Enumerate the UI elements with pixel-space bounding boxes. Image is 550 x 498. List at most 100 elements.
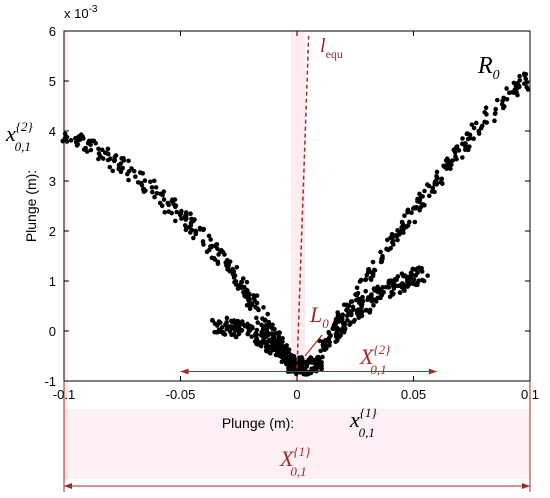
- data-point: [323, 346, 329, 351]
- data-point: [100, 156, 106, 161]
- data-point: [239, 284, 245, 289]
- data-point: [467, 132, 473, 138]
- data-point: [425, 273, 430, 278]
- data-point: [317, 357, 322, 363]
- data-points: [60, 71, 531, 377]
- data-point: [236, 331, 242, 337]
- data-point: [296, 362, 302, 368]
- data-point: [439, 176, 445, 182]
- data-point: [379, 293, 384, 298]
- curve-label-r0: R0: [477, 53, 500, 83]
- data-point: [254, 293, 260, 298]
- data-point: [201, 226, 206, 232]
- data-point: [111, 158, 117, 164]
- data-point: [139, 182, 145, 188]
- data-point: [390, 291, 396, 297]
- data-point: [148, 179, 153, 185]
- data-point: [469, 122, 475, 127]
- data-point: [153, 185, 159, 190]
- y-tick-label: 4: [49, 124, 56, 139]
- data-point: [221, 329, 226, 335]
- y-tick-label: 1: [49, 274, 56, 289]
- data-point: [493, 110, 498, 116]
- data-point: [401, 286, 407, 292]
- data-point: [421, 278, 427, 284]
- y-axis-label: Plunge (m):: [23, 170, 39, 242]
- y-tick-label: 2: [49, 224, 56, 239]
- data-point: [263, 344, 269, 350]
- data-point: [88, 147, 94, 153]
- inner-span-arrow-head-right: [428, 368, 437, 375]
- data-point: [193, 229, 198, 235]
- data-point: [432, 179, 438, 185]
- data-point: [229, 319, 235, 325]
- data-point: [405, 223, 411, 228]
- data-point: [96, 156, 101, 162]
- data-point: [183, 212, 189, 217]
- data-point: [369, 292, 374, 298]
- data-point: [171, 201, 176, 207]
- data-point: [399, 219, 405, 225]
- data-point: [446, 158, 451, 163]
- data-point: [432, 189, 437, 195]
- data-point: [227, 269, 233, 274]
- data-point: [409, 210, 414, 216]
- data-point: [211, 255, 217, 261]
- data-point: [501, 95, 506, 101]
- data-point: [75, 141, 81, 147]
- data-point: [286, 353, 292, 359]
- data-point: [338, 328, 344, 333]
- data-point: [465, 136, 471, 142]
- data-point: [387, 279, 392, 284]
- data-point: [500, 105, 506, 111]
- data-point: [235, 286, 241, 291]
- data-point: [357, 279, 363, 284]
- data-point: [215, 259, 221, 265]
- data-point: [169, 210, 174, 216]
- data-point: [460, 155, 465, 160]
- data-point: [247, 291, 252, 297]
- data-point: [504, 86, 509, 91]
- data-point: [418, 204, 424, 210]
- data-point: [320, 354, 325, 360]
- data-point: [462, 147, 468, 153]
- data-point: [261, 337, 266, 343]
- data-point: [456, 148, 462, 153]
- data-point: [511, 80, 517, 86]
- data-point: [81, 147, 87, 152]
- data-point: [107, 164, 113, 170]
- data-point: [499, 101, 505, 107]
- data-point: [276, 330, 282, 335]
- data-point: [300, 360, 306, 365]
- data-point: [434, 169, 440, 175]
- data-point: [255, 320, 261, 325]
- data-point: [390, 238, 396, 244]
- data-point: [362, 277, 368, 283]
- data-point: [506, 90, 512, 96]
- data-point: [435, 175, 440, 181]
- data-point: [192, 217, 197, 222]
- inner-span-arrow-head-left: [180, 368, 189, 375]
- data-point: [422, 188, 427, 194]
- data-point: [254, 300, 260, 306]
- data-point: [204, 249, 210, 255]
- data-point: [492, 118, 497, 124]
- data-point: [511, 90, 517, 95]
- data-point: [142, 178, 148, 183]
- data-point: [174, 209, 180, 215]
- data-point: [286, 347, 292, 352]
- data-point: [240, 276, 246, 281]
- data-point: [289, 360, 295, 366]
- data-point: [394, 277, 399, 283]
- data-point: [410, 267, 415, 272]
- y-tick-label: 3: [49, 174, 56, 189]
- data-point: [454, 144, 460, 149]
- data-point: [462, 143, 468, 149]
- data-point: [141, 186, 147, 192]
- data-point: [263, 334, 268, 339]
- data-point: [372, 297, 377, 302]
- data-point: [161, 189, 167, 194]
- data-point: [476, 131, 482, 136]
- outer-span-label: X{1} 0,1: [279, 444, 311, 479]
